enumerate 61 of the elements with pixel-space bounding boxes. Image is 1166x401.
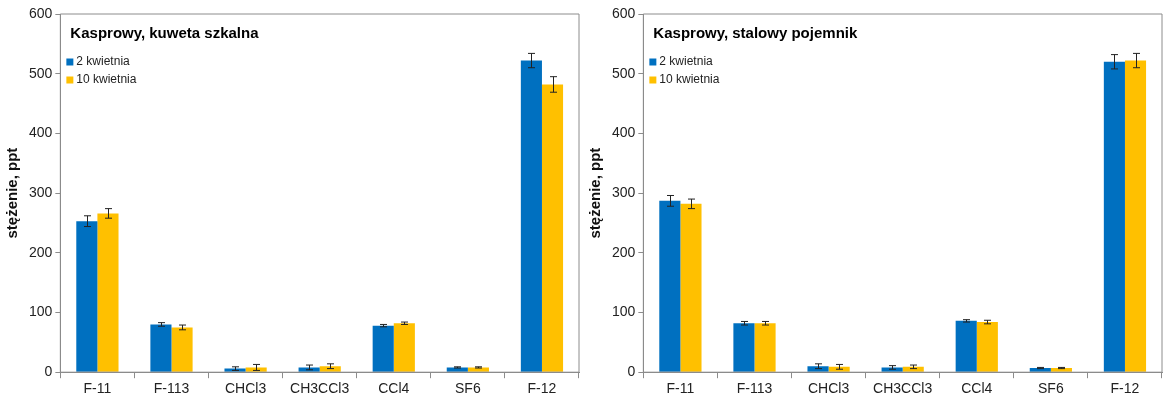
y-tick-label: 500 — [29, 64, 53, 81]
legend-label: 2 kwietnia — [659, 54, 714, 69]
bar — [881, 367, 903, 372]
x-tick-label: CCl4 — [961, 380, 993, 397]
x-tick-label: SF6 — [455, 380, 481, 397]
x-tick-label: F-12 — [1110, 380, 1140, 397]
y-tick-label: 100 — [612, 303, 636, 320]
y-tick-label: 0 — [44, 363, 53, 380]
bar — [680, 203, 702, 372]
bar — [97, 213, 119, 372]
bar — [754, 323, 776, 372]
x-tick-label: CH3CCl3 — [290, 380, 350, 397]
x-tick-label: SF6 — [1038, 380, 1064, 397]
bar — [393, 323, 415, 372]
legend-label: 2 kwietnia — [76, 54, 131, 69]
y-tick-label: 400 — [612, 124, 636, 141]
y-tick-label: 100 — [29, 303, 53, 320]
bar — [298, 367, 320, 372]
y-tick-label: 600 — [29, 4, 53, 21]
bar — [828, 366, 850, 372]
x-tick-label: CCl4 — [378, 380, 410, 397]
x-tick-label: F-11 — [83, 380, 112, 397]
x-tick-label: CH3CCl3 — [873, 380, 933, 397]
text: Kasprowy, stalowy pojemnik — [653, 24, 858, 42]
x-tick-label: F-113 — [153, 380, 190, 397]
y-tick-label: 0 — [627, 363, 636, 380]
y-tick-label: 300 — [29, 183, 53, 200]
bar — [807, 366, 829, 372]
bar — [372, 325, 394, 372]
x-tick-label: F-11 — [666, 380, 695, 397]
legend-label: 10 kwietnia — [659, 72, 720, 87]
bar — [541, 84, 564, 372]
legend-label: 10 kwietnia — [76, 72, 137, 87]
bar — [955, 320, 977, 372]
x-tick-label: CHCl3 — [224, 380, 267, 397]
y-tick-label: 300 — [612, 183, 636, 200]
x-tick-label: F-113 — [736, 380, 773, 397]
bar — [245, 367, 267, 372]
y-axis-title: stężenie, ppt — [586, 147, 604, 239]
y-tick-label: 600 — [612, 4, 636, 21]
bar — [902, 366, 924, 372]
x-tick-label: F-12 — [527, 380, 557, 397]
bar — [1124, 60, 1147, 372]
bar — [659, 200, 681, 372]
y-tick-label: 400 — [29, 124, 53, 141]
x-tick-label: CHCl3 — [807, 380, 850, 397]
bar — [520, 60, 542, 372]
bar — [1050, 368, 1072, 372]
bar — [150, 324, 172, 372]
bar — [1103, 61, 1125, 372]
bar — [976, 322, 998, 372]
y-tick-label: 200 — [612, 243, 636, 260]
bar — [1029, 368, 1051, 372]
bar — [171, 327, 193, 372]
y-tick-label: 200 — [29, 243, 53, 260]
y-tick-label: 500 — [612, 64, 636, 81]
bar — [319, 366, 341, 372]
y-axis-title: stężenie, ppt — [3, 147, 21, 239]
text: Kasprowy, kuweta szkalna — [70, 24, 260, 42]
bar — [733, 323, 755, 372]
bar — [76, 221, 98, 372]
